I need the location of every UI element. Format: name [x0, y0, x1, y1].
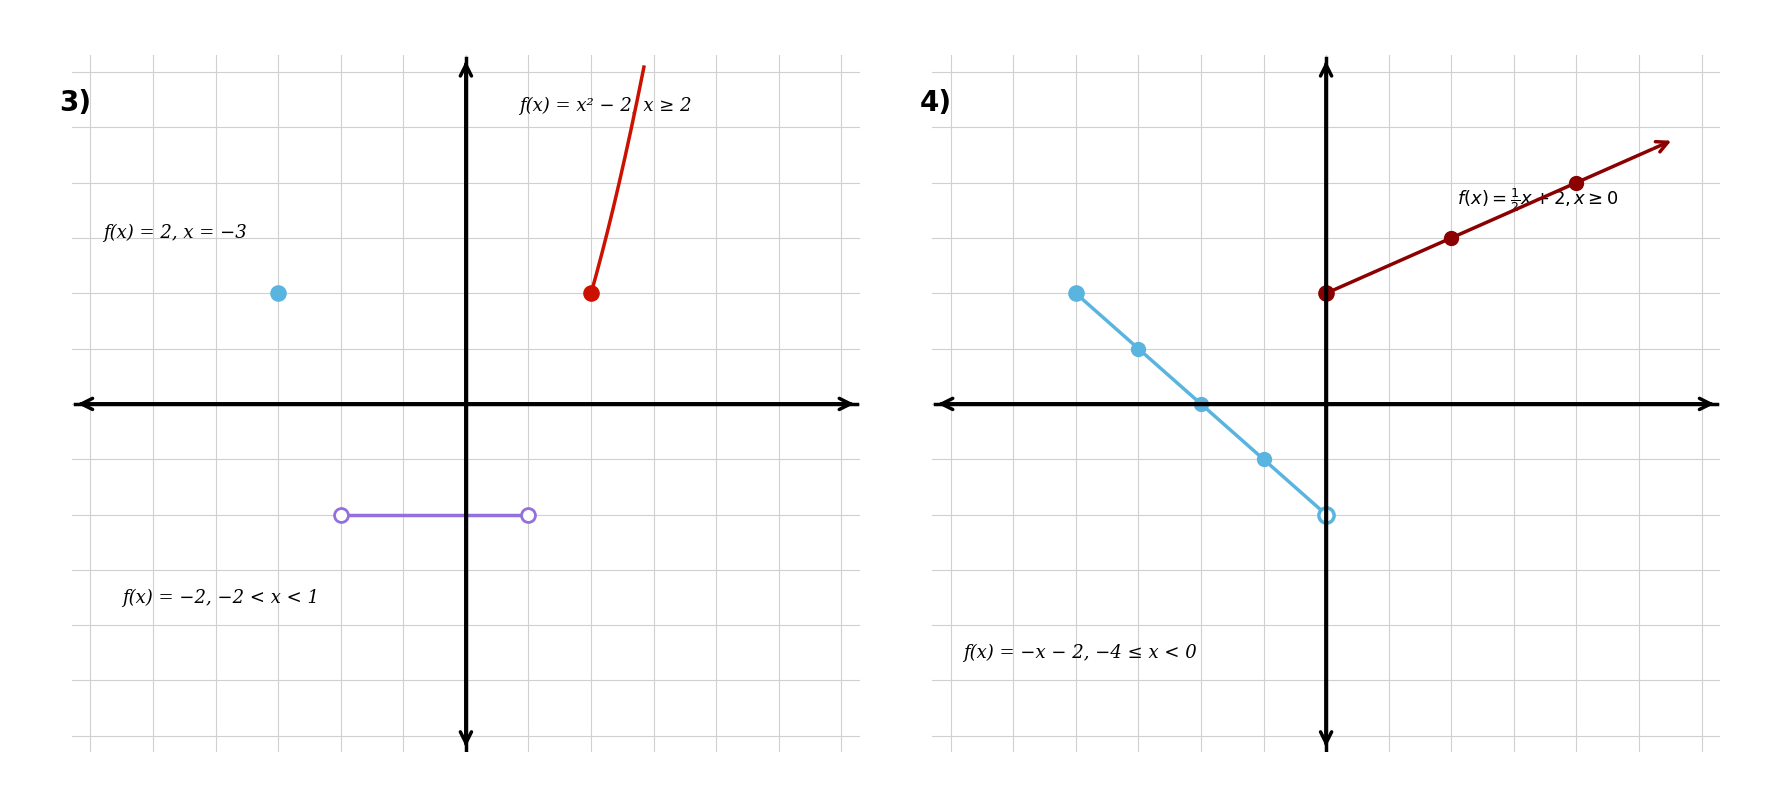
Point: [1124, 342, 1152, 355]
Point: [514, 508, 543, 521]
Text: f(x) = −2, −2 < x < 1: f(x) = −2, −2 < x < 1: [122, 588, 319, 607]
Text: 3): 3): [59, 89, 91, 116]
Point: [1186, 398, 1215, 410]
Point: [577, 287, 606, 299]
Point: [1563, 177, 1591, 189]
Point: [1249, 453, 1278, 466]
Point: [1312, 508, 1340, 521]
Point: [263, 287, 292, 299]
Text: $f(x) = \frac{1}{2}x + 2, x \geq 0$: $f(x) = \frac{1}{2}x + 2, x \geq 0$: [1457, 186, 1620, 214]
Point: [326, 508, 355, 521]
Text: f(x) = x² − 2, x ≥ 2: f(x) = x² − 2, x ≥ 2: [520, 97, 692, 115]
Point: [1061, 287, 1090, 299]
Text: 4): 4): [919, 89, 952, 116]
Text: f(x) = 2, x = −3: f(x) = 2, x = −3: [102, 223, 247, 242]
Point: [1312, 287, 1340, 299]
Text: f(x) = −x − 2, −4 ≤ x < 0: f(x) = −x − 2, −4 ≤ x < 0: [962, 644, 1197, 662]
Point: [1437, 231, 1466, 244]
